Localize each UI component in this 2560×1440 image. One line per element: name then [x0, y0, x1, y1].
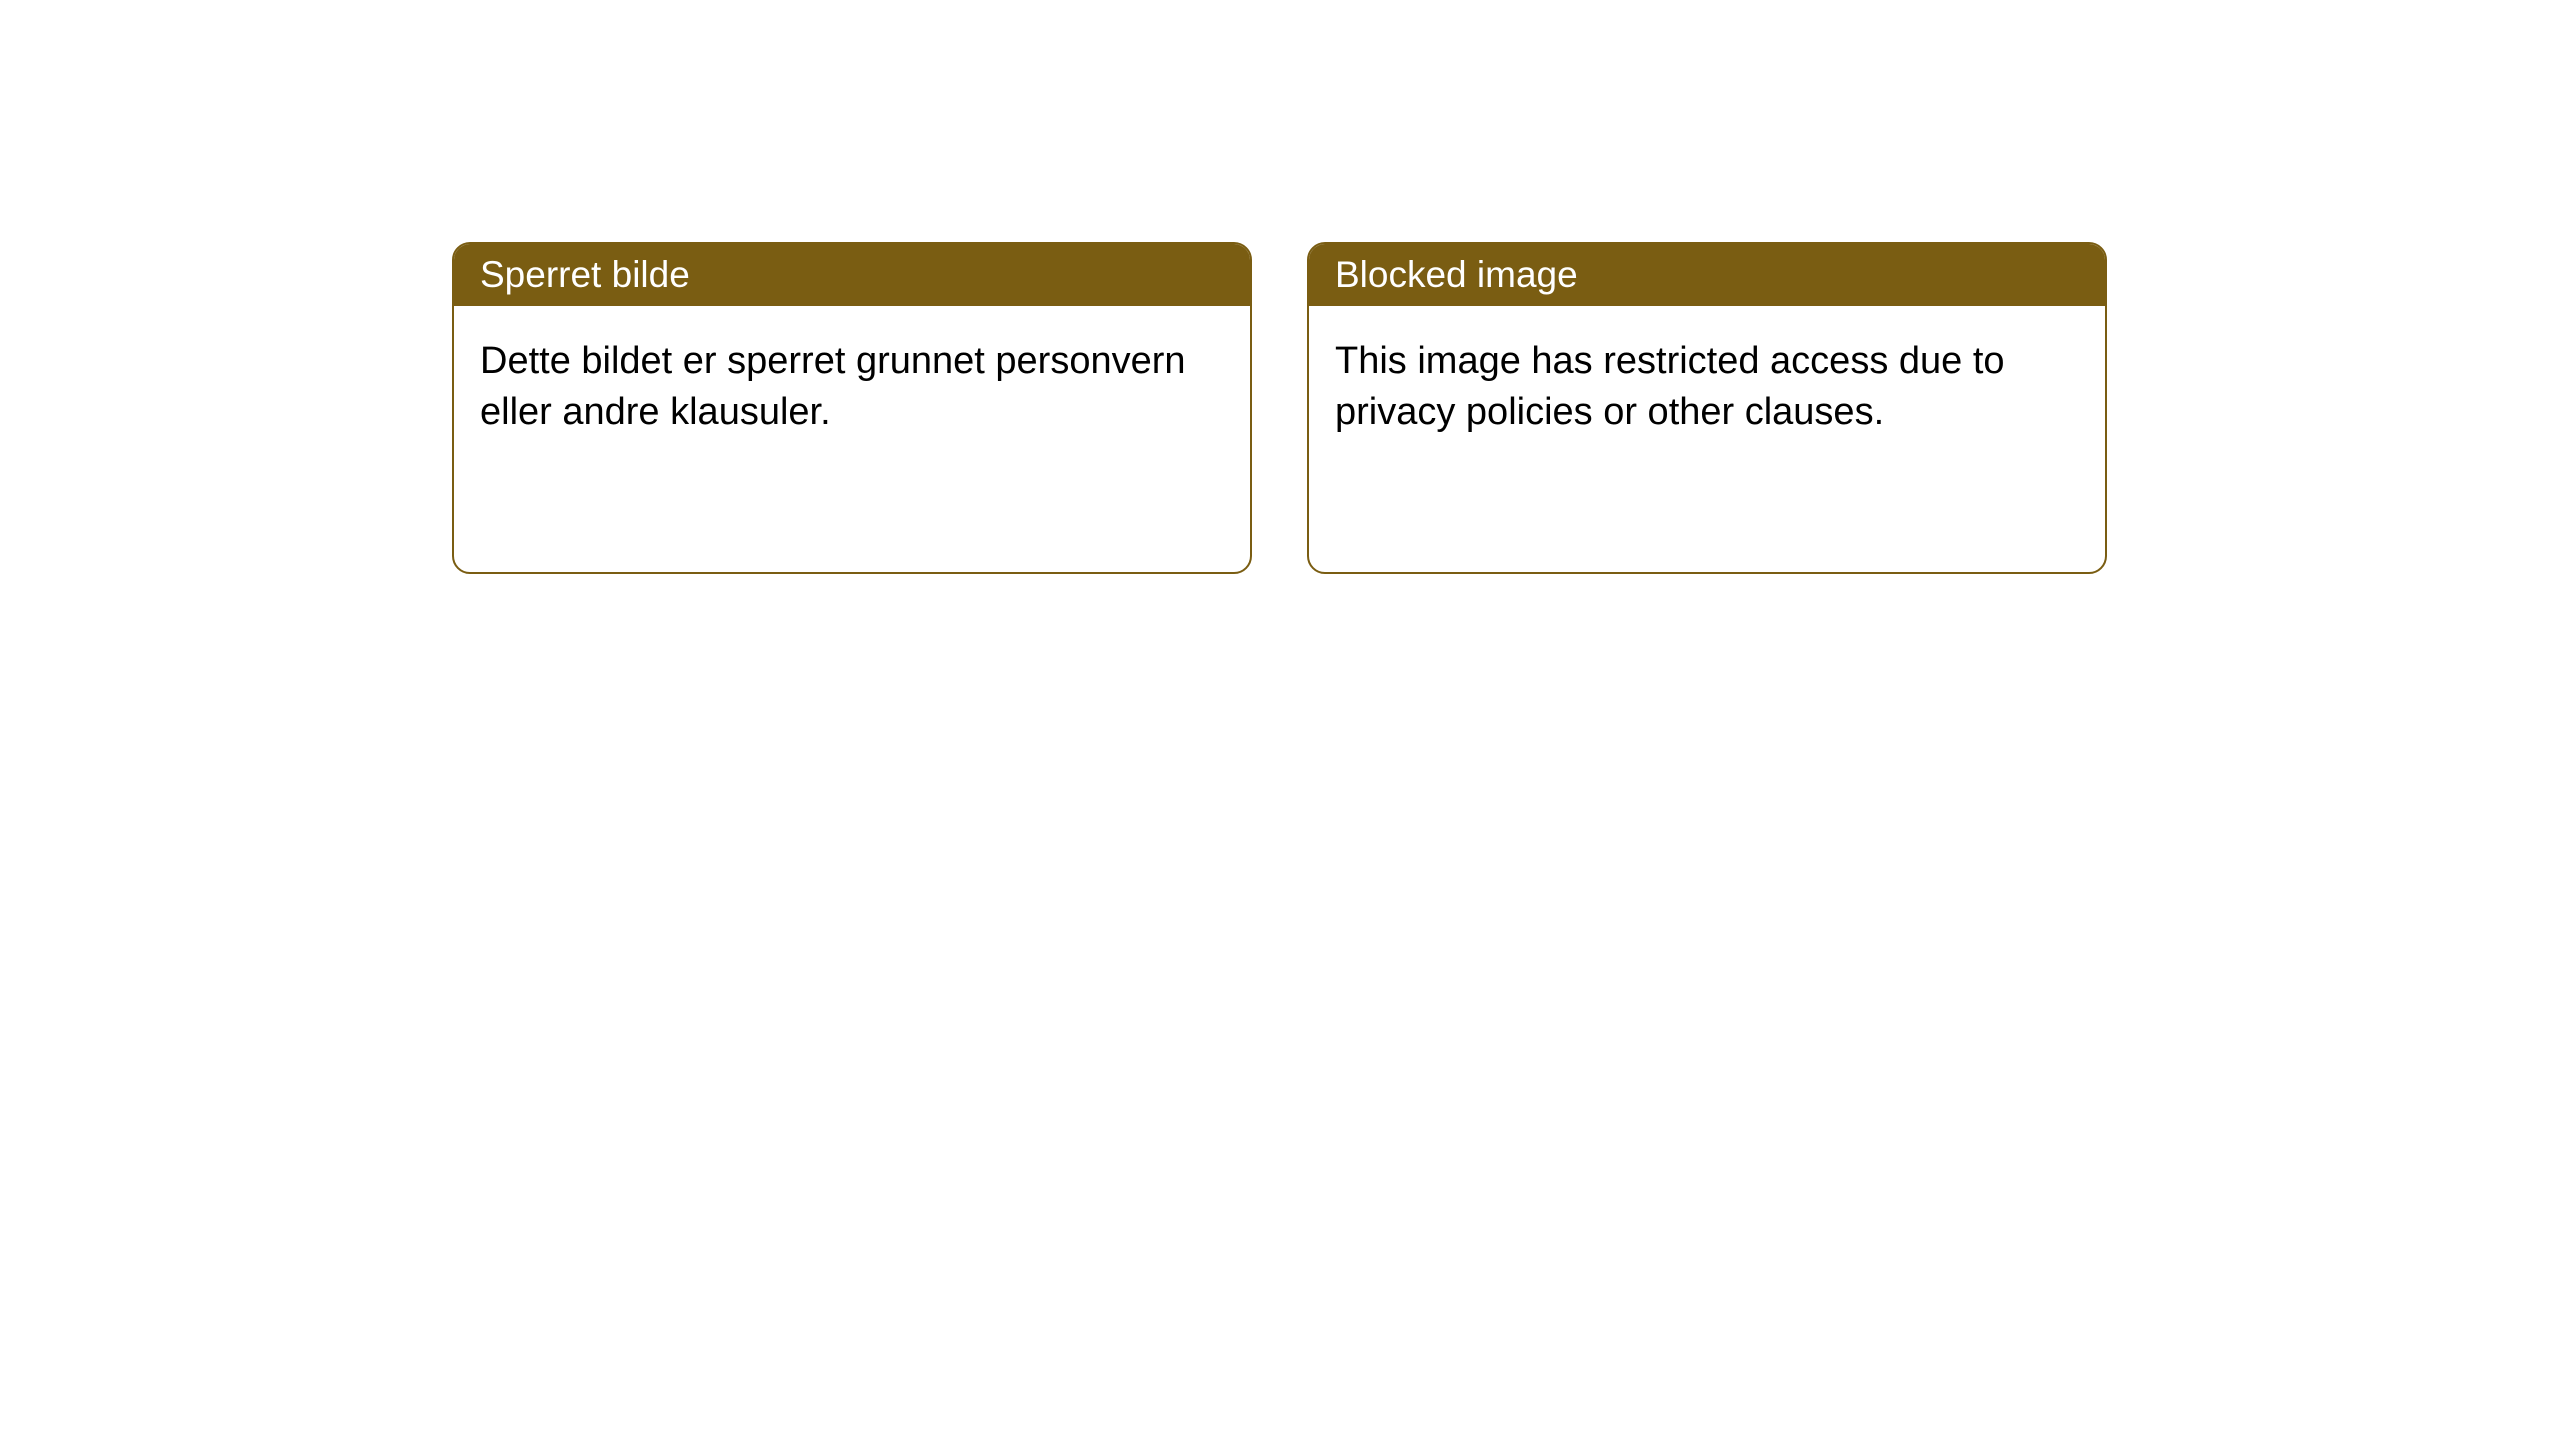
card-body: This image has restricted access due to …: [1309, 306, 2105, 469]
card-header: Blocked image: [1309, 244, 2105, 306]
card-header: Sperret bilde: [454, 244, 1250, 306]
card-body-text: This image has restricted access due to …: [1335, 340, 2005, 433]
card-title: Blocked image: [1335, 254, 1578, 295]
card-title: Sperret bilde: [480, 254, 690, 295]
card-body: Dette bildet er sperret grunnet personve…: [454, 306, 1250, 469]
notice-cards-container: Sperret bilde Dette bildet er sperret gr…: [452, 242, 2107, 574]
card-body-text: Dette bildet er sperret grunnet personve…: [480, 340, 1186, 433]
notice-card-norwegian: Sperret bilde Dette bildet er sperret gr…: [452, 242, 1252, 574]
notice-card-english: Blocked image This image has restricted …: [1307, 242, 2107, 574]
